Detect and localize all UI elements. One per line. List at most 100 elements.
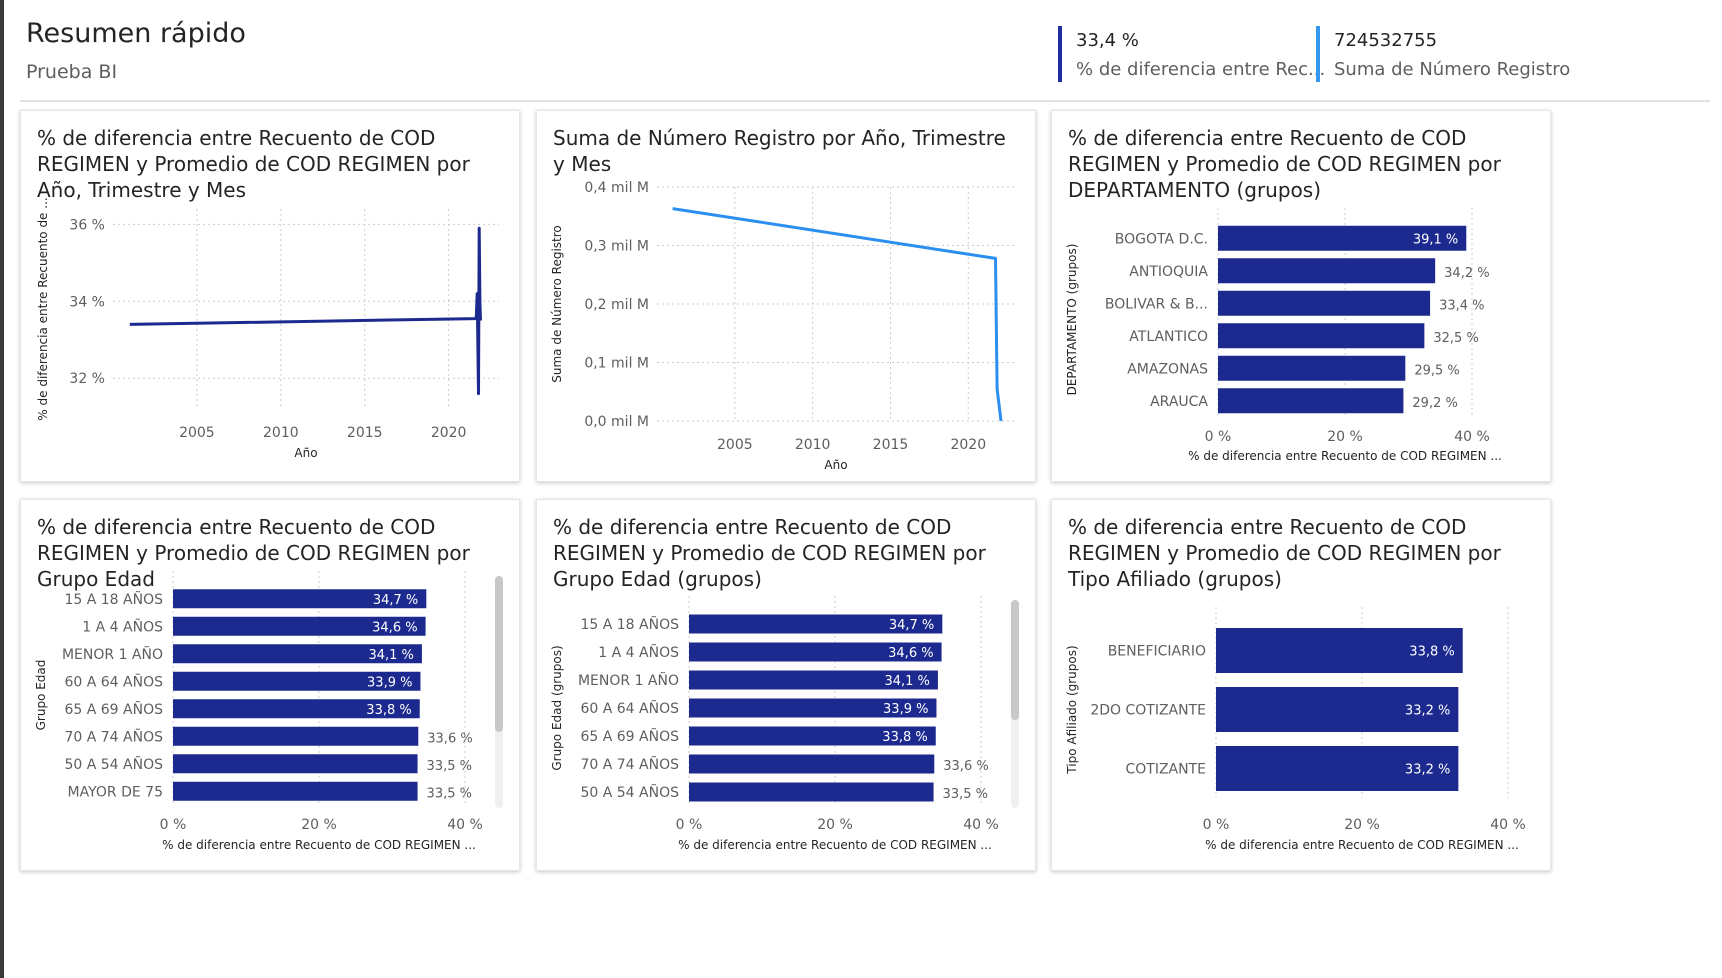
header-divider bbox=[20, 100, 1710, 102]
data-label: 34,1 % bbox=[884, 674, 929, 689]
category-label: MENOR 1 AÑO bbox=[578, 672, 679, 689]
y-tick-label: 0,3 mil M bbox=[584, 239, 649, 255]
category-label: MAYOR DE 75 bbox=[68, 784, 163, 800]
scrollbar-thumb[interactable] bbox=[495, 576, 503, 732]
x-axis-title: % de diferencia entre Recuento de COD RE… bbox=[162, 838, 476, 852]
bar bbox=[173, 726, 419, 746]
scrollbar-thumb[interactable] bbox=[1011, 600, 1019, 720]
visual-title: % de diferencia entre Recuento de COD RE… bbox=[553, 515, 986, 591]
data-label: 33,2 % bbox=[1405, 704, 1450, 719]
bar-chart-tipo-afiliado: 0 % 20 % 40 % % de diferencia entre Recuent… bbox=[1065, 607, 1526, 852]
x-tick-label: 20 % bbox=[301, 817, 337, 833]
x-tick-label: 40 % bbox=[963, 817, 999, 833]
bar bbox=[689, 642, 942, 662]
x-axis-title: % de diferencia entre Recuento de COD RE… bbox=[678, 838, 992, 852]
bar bbox=[689, 698, 937, 718]
y-axis-title: Tipo Afiliado (grupos) bbox=[1065, 645, 1079, 774]
page-subtitle: Prueba BI bbox=[26, 61, 118, 83]
bar bbox=[173, 699, 420, 719]
data-label: 34,6 % bbox=[372, 620, 417, 635]
data-label: 34,7 % bbox=[373, 593, 418, 608]
bar bbox=[689, 782, 934, 802]
y-tick-label: 0,2 mil M bbox=[584, 297, 649, 313]
card-line-percent[interactable]: % de diferencia entre Recuento de COD RE… bbox=[20, 110, 520, 482]
y-tick-label: 0,4 mil M bbox=[584, 180, 649, 196]
data-label: 33,4 % bbox=[1439, 298, 1484, 313]
category-label: 70 A 74 AÑOS bbox=[580, 756, 679, 773]
data-label: 34,6 % bbox=[888, 646, 933, 661]
kpi-accent-bar bbox=[1058, 26, 1062, 82]
x-tick-label: 20 % bbox=[817, 817, 853, 833]
bar-chart-departamento: 0 % 20 % 40 % % de diferencia entre Recuent… bbox=[1065, 208, 1502, 463]
card-bar-grupo-edad[interactable]: % de diferencia entre Recuento de COD RE… bbox=[20, 499, 520, 871]
bar bbox=[1216, 628, 1463, 673]
y-axis-title: Grupo Edad bbox=[34, 660, 48, 731]
kpi-value: 724532755 bbox=[1334, 30, 1438, 51]
bar bbox=[173, 781, 418, 801]
bar bbox=[1218, 258, 1436, 284]
category-label: 60 A 64 AÑOS bbox=[580, 700, 679, 717]
x-axis-title: Año bbox=[824, 458, 847, 472]
x-tick-label: 2005 bbox=[179, 425, 215, 441]
x-tick-label: 0 % bbox=[1203, 817, 1230, 833]
x-tick-label: 0 % bbox=[160, 817, 187, 833]
x-tick-label: 2015 bbox=[873, 437, 909, 453]
x-tick-label: 2020 bbox=[431, 425, 467, 441]
line-chart-sum: 0,0 mil M 0,1 mil M 0,2 mil M 0,3 mil M 0,4 … bbox=[550, 180, 1015, 472]
visual-title: % de diferencia entre Recuento de COD RE… bbox=[37, 515, 470, 591]
data-label: 34,7 % bbox=[889, 618, 934, 633]
bar bbox=[689, 754, 935, 774]
category-label: 2DO COTIZANTE bbox=[1090, 703, 1206, 719]
y-tick-label: 36 % bbox=[69, 217, 105, 233]
card-bar-grupo-edad-grupos[interactable]: % de diferencia entre Recuento de COD RE… bbox=[536, 499, 1036, 871]
category-label: 1 A 4 AÑOS bbox=[598, 644, 679, 661]
data-label: 33,5 % bbox=[427, 786, 472, 801]
visual-title: Suma de Número Registro por Año, Trimest… bbox=[553, 126, 1006, 176]
card-bar-departamento[interactable]: % de diferencia entre Recuento de COD RE… bbox=[1051, 110, 1551, 482]
data-label: 33,6 % bbox=[943, 759, 988, 774]
visual-title: % de diferencia entre Recuento de COD RE… bbox=[1068, 515, 1501, 591]
x-tick-label: 2015 bbox=[347, 425, 383, 441]
kpi-accent-bar bbox=[1316, 26, 1320, 82]
y-tick-label: 0,1 mil M bbox=[584, 356, 649, 372]
data-label: 33,6 % bbox=[427, 731, 472, 746]
category-label: 70 A 74 AÑOS bbox=[64, 728, 163, 745]
data-label: 33,8 % bbox=[366, 703, 411, 718]
kpi-label: Suma de Número Registro bbox=[1334, 59, 1571, 80]
series-line bbox=[672, 207, 1003, 422]
category-label: BOLIVAR & B... bbox=[1105, 296, 1208, 312]
kpi-label: % de diferencia entre Rec... bbox=[1076, 59, 1326, 80]
y-axis-title: Suma de Número Registro bbox=[550, 225, 564, 382]
y-axis-title: DEPARTAMENTO (grupos) bbox=[1065, 244, 1079, 396]
data-label: 33,8 % bbox=[882, 730, 927, 745]
bar bbox=[173, 754, 418, 774]
bar bbox=[1218, 355, 1406, 381]
data-label: 33,9 % bbox=[367, 675, 412, 690]
data-label: 32,5 % bbox=[1433, 331, 1478, 346]
data-label: 33,5 % bbox=[943, 787, 988, 802]
x-axis-title: % de diferencia entre Recuento de COD RE… bbox=[1205, 838, 1519, 852]
category-label: 1 A 4 AÑOS bbox=[82, 618, 163, 635]
y-tick-label: 34 % bbox=[69, 294, 105, 310]
x-tick-label: 0 % bbox=[1205, 429, 1232, 445]
kpi-value: 33,4 % bbox=[1076, 30, 1139, 51]
bar bbox=[173, 589, 427, 609]
bar bbox=[1218, 323, 1425, 349]
x-tick-label: 40 % bbox=[447, 817, 483, 833]
data-label: 39,1 % bbox=[1413, 232, 1458, 247]
line-chart-percent: 32 % 34 % 36 % 2005 2010 2015 2020 Año % de dife… bbox=[36, 197, 499, 460]
card-line-sum[interactable]: Suma de Número Registro por Año, Trimest… bbox=[536, 110, 1036, 482]
x-tick-label: 40 % bbox=[1490, 817, 1526, 833]
data-label: 33,8 % bbox=[1409, 645, 1454, 660]
data-label: 33,5 % bbox=[427, 759, 472, 774]
x-tick-label: 0 % bbox=[676, 817, 703, 833]
bar bbox=[173, 616, 426, 636]
x-tick-label: 2010 bbox=[795, 437, 831, 453]
card-bar-tipo-afiliado[interactable]: % de diferencia entre Recuento de COD RE… bbox=[1051, 499, 1551, 871]
kpi-card-sum[interactable]: 724532755 Suma de Número Registro bbox=[1316, 26, 1570, 82]
data-label: 29,5 % bbox=[1414, 363, 1459, 378]
kpi-card-percent[interactable]: 33,4 % % de diferencia entre Rec... bbox=[1058, 26, 1325, 82]
category-label: BOGOTA D.C. bbox=[1115, 231, 1208, 247]
x-tick-label: 2005 bbox=[717, 437, 753, 453]
window-edge bbox=[0, 0, 4, 978]
